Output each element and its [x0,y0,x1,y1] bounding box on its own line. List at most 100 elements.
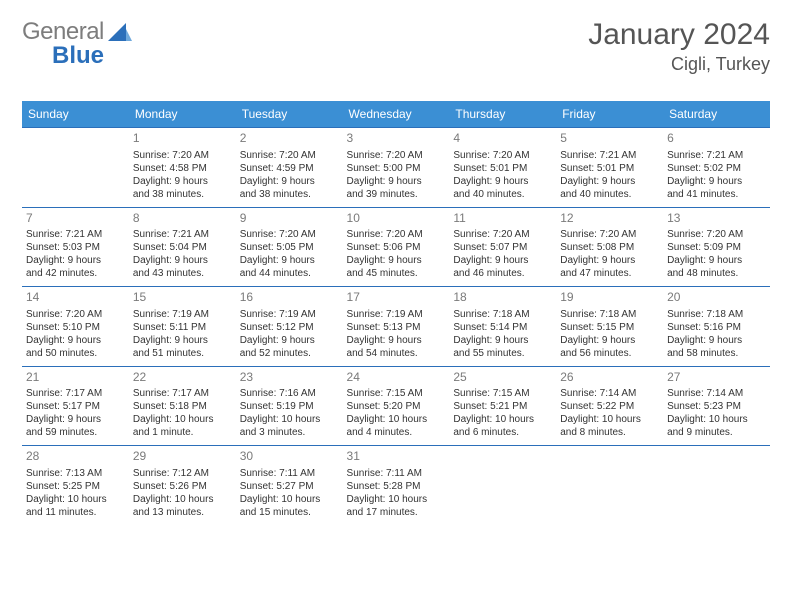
month-title: January 2024 [588,18,770,52]
day-entry-line: Sunrise: 7:20 AM [133,149,232,162]
day-number: 3 [347,131,446,147]
day-cell: 21Sunrise: 7:17 AMSunset: 5:17 PMDayligh… [22,366,129,446]
day-number: 18 [453,290,552,306]
day-entry-line: Daylight: 9 hours [347,334,446,347]
day-header: Sunday [22,101,129,128]
day-cell: 14Sunrise: 7:20 AMSunset: 5:10 PMDayligh… [22,287,129,367]
brand-word-2-wrap: Blue [52,42,104,70]
day-header: Monday [129,101,236,128]
day-entry-line: and 54 minutes. [347,347,446,360]
day-entry-line: Sunset: 5:02 PM [667,162,766,175]
day-entry-line: Sunrise: 7:20 AM [453,228,552,241]
day-number: 19 [560,290,659,306]
day-cell [663,446,770,525]
day-number: 6 [667,131,766,147]
day-entry-line: Sunset: 5:25 PM [26,480,125,493]
week-row: 28Sunrise: 7:13 AMSunset: 5:25 PMDayligh… [22,446,770,525]
day-entry-line: and 9 minutes. [667,426,766,439]
day-entry-line: Sunrise: 7:14 AM [560,387,659,400]
day-entry-line: Daylight: 9 hours [133,175,232,188]
day-entry-line: Sunrise: 7:12 AM [133,467,232,480]
day-cell: 6Sunrise: 7:21 AMSunset: 5:02 PMDaylight… [663,128,770,208]
day-cell: 29Sunrise: 7:12 AMSunset: 5:26 PMDayligh… [129,446,236,525]
day-entry-line: Sunset: 5:07 PM [453,241,552,254]
day-entry-line: Sunset: 5:16 PM [667,321,766,334]
day-number: 14 [26,290,125,306]
day-number: 17 [347,290,446,306]
day-entry-line: Sunrise: 7:20 AM [240,228,339,241]
day-cell: 13Sunrise: 7:20 AMSunset: 5:09 PMDayligh… [663,207,770,287]
day-entry-line: Sunset: 5:01 PM [453,162,552,175]
day-entry-line: Daylight: 9 hours [453,175,552,188]
day-entry-line: Sunset: 5:22 PM [560,400,659,413]
day-entry-line: Sunset: 5:21 PM [453,400,552,413]
day-entry-line: and 4 minutes. [347,426,446,439]
day-entry-line: Sunset: 5:15 PM [560,321,659,334]
day-entry-line: Daylight: 9 hours [133,334,232,347]
day-entry-line: Daylight: 10 hours [26,493,125,506]
day-cell: 18Sunrise: 7:18 AMSunset: 5:14 PMDayligh… [449,287,556,367]
day-entry-line: Sunrise: 7:20 AM [26,308,125,321]
day-entry-line: Sunset: 5:18 PM [133,400,232,413]
day-cell [556,446,663,525]
day-number: 22 [133,370,232,386]
day-cell: 26Sunrise: 7:14 AMSunset: 5:22 PMDayligh… [556,366,663,446]
day-entry-line: Sunset: 5:28 PM [347,480,446,493]
day-entry-line: Sunrise: 7:18 AM [453,308,552,321]
brand-word-2: Blue [52,42,104,69]
day-entry-line: and 39 minutes. [347,188,446,201]
day-entry-line: Daylight: 9 hours [240,254,339,267]
day-number: 9 [240,211,339,227]
day-entry-line: Sunrise: 7:14 AM [667,387,766,400]
day-entry-line: Sunrise: 7:16 AM [240,387,339,400]
day-number: 25 [453,370,552,386]
day-cell: 11Sunrise: 7:20 AMSunset: 5:07 PMDayligh… [449,207,556,287]
day-number: 2 [240,131,339,147]
day-cell: 20Sunrise: 7:18 AMSunset: 5:16 PMDayligh… [663,287,770,367]
day-entry-line: Daylight: 9 hours [667,175,766,188]
day-entry-line: Sunset: 5:05 PM [240,241,339,254]
day-number: 28 [26,449,125,465]
day-entry-line: Sunrise: 7:11 AM [347,467,446,480]
day-cell: 24Sunrise: 7:15 AMSunset: 5:20 PMDayligh… [343,366,450,446]
day-entry-line: Sunset: 5:01 PM [560,162,659,175]
calendar-body: 1Sunrise: 7:20 AMSunset: 4:58 PMDaylight… [22,128,770,525]
location-title: Cigli, Turkey [588,54,770,75]
day-entry-line: Sunset: 5:20 PM [347,400,446,413]
day-number: 30 [240,449,339,465]
day-cell: 12Sunrise: 7:20 AMSunset: 5:08 PMDayligh… [556,207,663,287]
day-entry-line: and 1 minute. [133,426,232,439]
day-entry-line: and 50 minutes. [26,347,125,360]
day-entry-line: Sunrise: 7:21 AM [133,228,232,241]
day-entry-line: Sunset: 5:17 PM [26,400,125,413]
day-entry-line: Sunrise: 7:20 AM [560,228,659,241]
day-cell: 16Sunrise: 7:19 AMSunset: 5:12 PMDayligh… [236,287,343,367]
day-entry-line: Sunrise: 7:21 AM [560,149,659,162]
week-row: 1Sunrise: 7:20 AMSunset: 4:58 PMDaylight… [22,128,770,208]
day-header: Tuesday [236,101,343,128]
day-entry-line: and 11 minutes. [26,506,125,519]
week-row: 14Sunrise: 7:20 AMSunset: 5:10 PMDayligh… [22,287,770,367]
day-entry-line: Sunrise: 7:20 AM [453,149,552,162]
day-entry-line: Daylight: 9 hours [347,254,446,267]
day-entry-line: and 47 minutes. [560,267,659,280]
day-cell: 2Sunrise: 7:20 AMSunset: 4:59 PMDaylight… [236,128,343,208]
day-entry-line: Sunset: 5:27 PM [240,480,339,493]
day-entry-line: and 44 minutes. [240,267,339,280]
day-entry-line: Daylight: 10 hours [560,413,659,426]
day-entry-line: Sunrise: 7:20 AM [347,149,446,162]
day-entry-line: Daylight: 9 hours [560,175,659,188]
day-entry-line: Daylight: 10 hours [347,413,446,426]
day-entry-line: Sunrise: 7:20 AM [667,228,766,241]
day-entry-line: and 55 minutes. [453,347,552,360]
day-entry-line: Sunset: 5:04 PM [133,241,232,254]
header: General January 2024 Cigli, Turkey [22,18,770,75]
day-entry-line: and 15 minutes. [240,506,339,519]
day-cell [449,446,556,525]
day-cell: 17Sunrise: 7:19 AMSunset: 5:13 PMDayligh… [343,287,450,367]
day-entry-line: Sunrise: 7:20 AM [240,149,339,162]
day-entry-line: Daylight: 9 hours [26,413,125,426]
day-entry-line: and 52 minutes. [240,347,339,360]
day-header: Saturday [663,101,770,128]
day-entry-line: Daylight: 9 hours [453,334,552,347]
